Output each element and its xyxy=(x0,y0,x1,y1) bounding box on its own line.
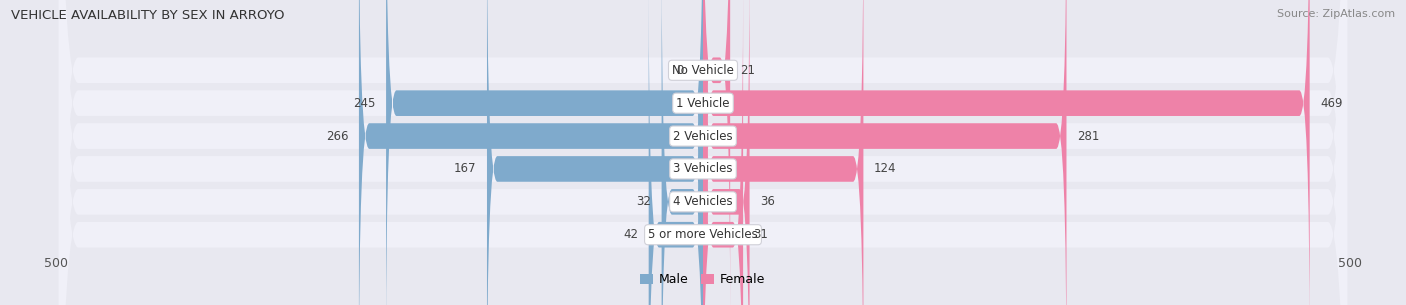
FancyBboxPatch shape xyxy=(703,0,1309,305)
Text: 124: 124 xyxy=(873,163,896,175)
FancyBboxPatch shape xyxy=(59,0,1347,305)
Text: 31: 31 xyxy=(754,228,768,241)
FancyBboxPatch shape xyxy=(359,0,703,305)
FancyBboxPatch shape xyxy=(486,0,703,305)
FancyBboxPatch shape xyxy=(703,0,863,305)
Text: No Vehicle: No Vehicle xyxy=(672,64,734,77)
Text: 3 Vehicles: 3 Vehicles xyxy=(673,163,733,175)
Text: 42: 42 xyxy=(623,228,638,241)
Text: 21: 21 xyxy=(741,64,755,77)
Text: 266: 266 xyxy=(326,130,349,142)
Text: 281: 281 xyxy=(1077,130,1099,142)
Text: 5 or more Vehicles: 5 or more Vehicles xyxy=(648,228,758,241)
Text: 167: 167 xyxy=(454,163,477,175)
FancyBboxPatch shape xyxy=(59,0,1347,305)
FancyBboxPatch shape xyxy=(703,0,744,305)
Legend: Male, Female: Male, Female xyxy=(636,268,770,291)
Text: 36: 36 xyxy=(759,195,775,208)
Text: 4 Vehicles: 4 Vehicles xyxy=(673,195,733,208)
FancyBboxPatch shape xyxy=(703,0,730,305)
FancyBboxPatch shape xyxy=(59,0,1347,305)
FancyBboxPatch shape xyxy=(703,0,749,305)
Text: 32: 32 xyxy=(637,195,651,208)
Text: 245: 245 xyxy=(353,97,375,110)
FancyBboxPatch shape xyxy=(59,0,1347,305)
FancyBboxPatch shape xyxy=(59,0,1347,305)
Text: 2 Vehicles: 2 Vehicles xyxy=(673,130,733,142)
FancyBboxPatch shape xyxy=(703,0,1067,305)
FancyBboxPatch shape xyxy=(387,0,703,305)
FancyBboxPatch shape xyxy=(648,0,703,305)
Text: VEHICLE AVAILABILITY BY SEX IN ARROYO: VEHICLE AVAILABILITY BY SEX IN ARROYO xyxy=(11,9,285,22)
Text: 469: 469 xyxy=(1320,97,1343,110)
FancyBboxPatch shape xyxy=(59,0,1347,305)
FancyBboxPatch shape xyxy=(662,0,703,305)
Text: 0: 0 xyxy=(676,64,683,77)
Text: Source: ZipAtlas.com: Source: ZipAtlas.com xyxy=(1277,9,1395,19)
Text: 1 Vehicle: 1 Vehicle xyxy=(676,97,730,110)
